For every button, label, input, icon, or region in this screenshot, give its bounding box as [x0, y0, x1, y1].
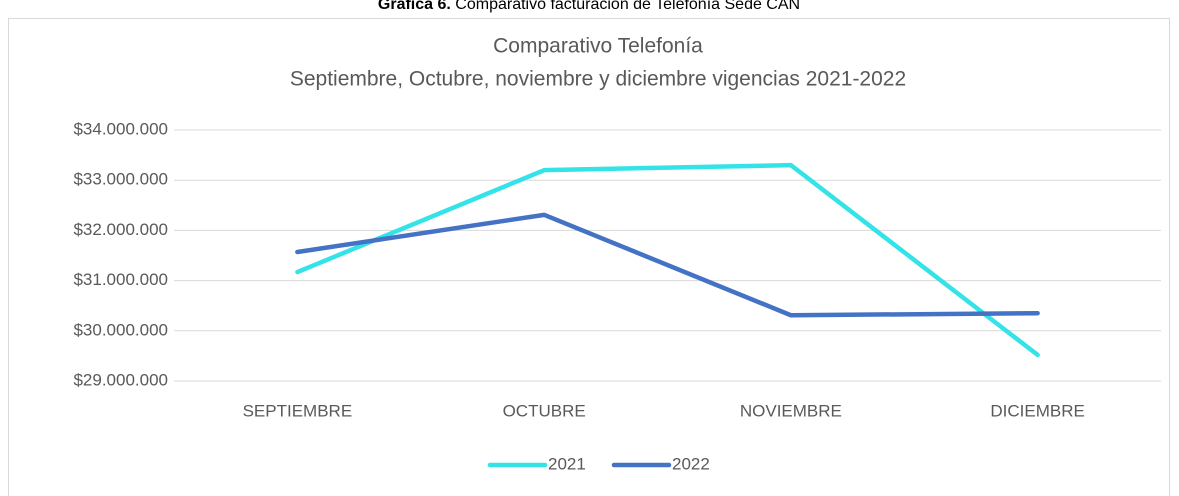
legend-label: 2021 [548, 454, 586, 473]
x-tick-label: OCTUBRE [503, 401, 586, 420]
x-tick-label: SEPTIEMBRE [243, 401, 353, 420]
chart-title: Comparativo Telefonía [493, 35, 703, 58]
series-line [295, 162, 1040, 358]
y-tick-label: $29.000.000 [73, 370, 168, 389]
chart-frame [8, 18, 1170, 496]
y-tick-label: $30.000.000 [73, 320, 168, 339]
caption-label: Gráfica 6. [378, 0, 451, 13]
y-tick-label: $33.000.000 [73, 170, 168, 189]
caption-text: Comparativo facturación de Telefonía Sed… [455, 0, 800, 13]
x-tick-label: NOVIEMBRE [740, 401, 842, 420]
legend-label: 2022 [672, 454, 710, 473]
y-tick-label: $32.000.000 [73, 220, 168, 239]
y-tick-label: $34.000.000 [73, 119, 168, 138]
caption: Gráfica 6. Comparativo facturación de Te… [378, 0, 800, 13]
x-tick-label: DICIEMBRE [990, 401, 1084, 420]
series-line [295, 212, 1040, 318]
y-tick-label: $31.000.000 [73, 270, 168, 289]
chart-subtitle: Septiembre, Octubre, noviembre y diciemb… [290, 68, 906, 91]
